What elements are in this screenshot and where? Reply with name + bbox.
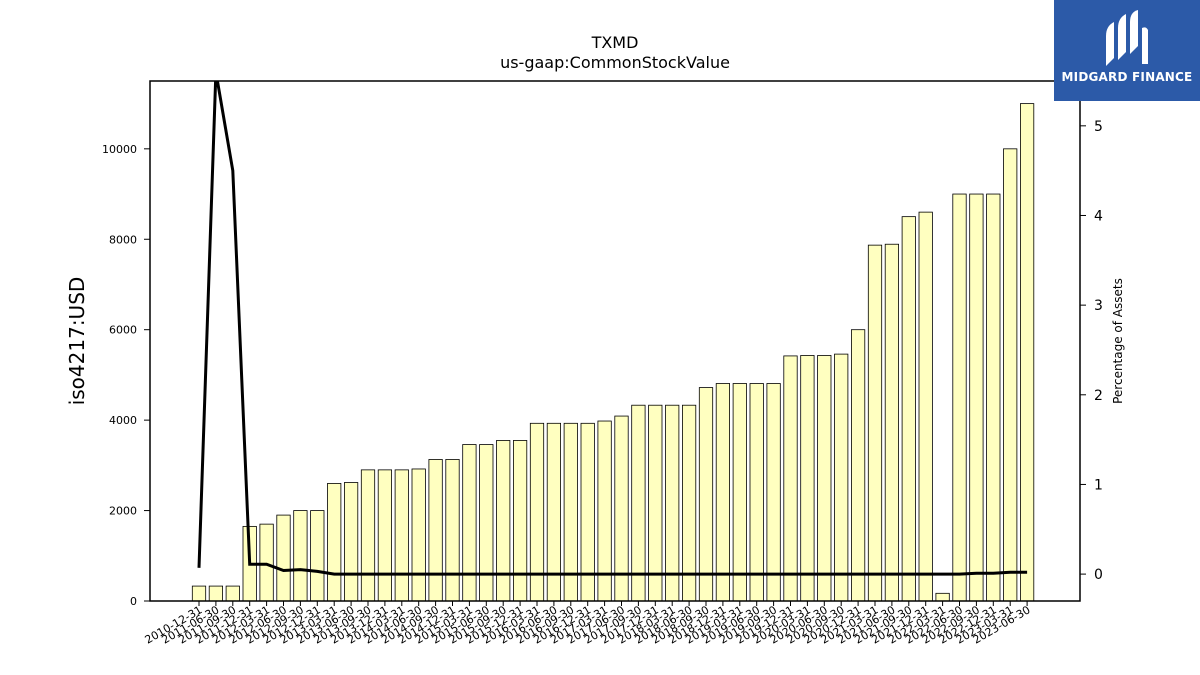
bar-2012-12-31 xyxy=(310,510,325,602)
bar-2013-12-31 xyxy=(377,469,393,602)
y-tick-label: 2000 xyxy=(109,505,137,518)
bar-2014-12-31 xyxy=(445,459,460,602)
bar-2018-03-31 xyxy=(665,404,680,602)
y-axis-right-label: Percentage of Assets xyxy=(1111,278,1125,404)
line-layer xyxy=(197,81,1028,576)
y-tick-label: 6000 xyxy=(109,324,137,337)
y-right-tick-label: 3 xyxy=(1094,298,1103,314)
chart-title: TXMD xyxy=(591,33,639,52)
bar-2018-06-30 xyxy=(682,404,697,602)
bar-2021-12-31 xyxy=(918,211,933,602)
x-axis: 2010-12-312011-06-302011-09-302011-12-31… xyxy=(143,601,1033,647)
bars xyxy=(191,103,1035,602)
logo-text: MIDGARD FINANCE xyxy=(1061,70,1193,84)
right-axis: 0 1 2 3 4 5 xyxy=(1080,119,1103,583)
bar-2015-09-30 xyxy=(496,440,511,602)
bar-2011-09-30 xyxy=(225,585,240,602)
left-axis: 0 2000 4000 6000 8000 10000 xyxy=(102,143,150,608)
bar-2023-06-30 xyxy=(1020,103,1035,602)
bar-2020-03-31 xyxy=(800,355,815,602)
plot-frame xyxy=(149,80,1081,602)
y-tick-label: 10000 xyxy=(102,143,137,156)
y-tick-label: 4000 xyxy=(109,414,137,427)
bar-2013-09-30 xyxy=(360,469,376,602)
bar-2019-03-31 xyxy=(732,383,747,602)
bar-2013-03-31 xyxy=(327,483,342,602)
bar-2015-12-31 xyxy=(513,440,528,602)
bar-2020-06-30 xyxy=(817,355,832,602)
y-right-tick-label: 4 xyxy=(1094,208,1103,224)
bar-2023-03-31 xyxy=(1003,148,1018,602)
bar-2012-09-30 xyxy=(293,510,308,602)
logo-mark-icon xyxy=(1106,10,1148,66)
y-tick-label: 8000 xyxy=(109,233,137,246)
bar-2019-12-31 xyxy=(783,355,798,602)
y-right-tick-label: 2 xyxy=(1094,388,1103,404)
bar-2021-09-30 xyxy=(901,216,916,602)
bar-2020-12-31 xyxy=(851,329,866,602)
bar-2022-12-31 xyxy=(986,193,1001,602)
y-right-tick-label: 5 xyxy=(1094,119,1103,135)
bar-2012-06-30 xyxy=(276,514,291,602)
bar-2014-09-30 xyxy=(428,459,443,602)
bar-2021-06-30 xyxy=(884,243,900,602)
bar-2013-06-30 xyxy=(343,482,359,602)
y-axis-label: iso4217:USD xyxy=(65,277,89,406)
bar-2014-03-31 xyxy=(394,469,409,602)
bar-2019-09-30 xyxy=(766,383,781,602)
y-right-tick-label: 1 xyxy=(1094,477,1103,493)
y-tick-label: 0 xyxy=(130,595,137,608)
bar-2011-06-30 xyxy=(208,585,223,602)
bar-2018-09-30 xyxy=(698,387,714,602)
chart-subtitle: us-gaap:CommonStockValue xyxy=(500,53,730,72)
bar-2014-06-30 xyxy=(411,468,426,602)
bar-2019-06-30 xyxy=(749,383,764,602)
logo: MIDGARD FINANCE xyxy=(1054,0,1200,101)
bar-2020-09-30 xyxy=(834,353,849,602)
bar-2017-12-31 xyxy=(648,404,663,602)
bar-2022-03-31 xyxy=(935,592,950,602)
bar-2012-03-31 xyxy=(259,523,274,602)
bar-2017-09-30 xyxy=(631,404,646,602)
bar-2021-03-31 xyxy=(867,244,883,602)
bar-2015-06-30 xyxy=(479,444,494,602)
y-right-tick-label: 0 xyxy=(1094,567,1103,583)
bar-2015-03-31 xyxy=(462,444,477,602)
bar-2022-06-30 xyxy=(952,193,967,602)
percentage-line xyxy=(197,81,1028,576)
bar-2010-12-31 xyxy=(191,585,207,602)
bar-2018-12-31 xyxy=(715,383,731,602)
bar-2022-09-30 xyxy=(969,193,984,602)
